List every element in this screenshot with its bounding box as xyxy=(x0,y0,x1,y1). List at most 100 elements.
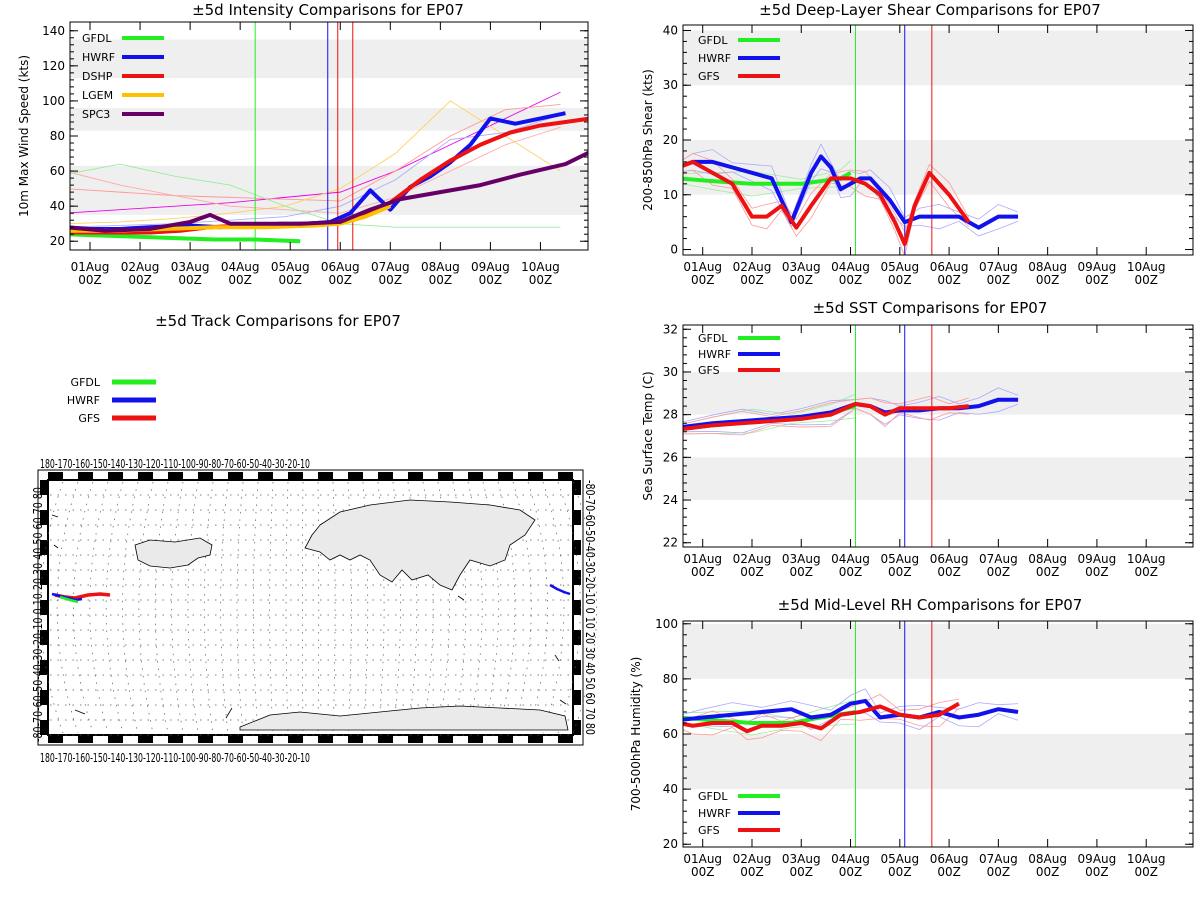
map-tick-left xyxy=(40,480,48,495)
shear-xtick-day: 07Aug xyxy=(979,260,1018,274)
shear-xtick-hour: 00Z xyxy=(790,273,814,287)
map-tick-top xyxy=(288,472,303,480)
shear-xtick-day: 02Aug xyxy=(733,260,772,274)
sst-xtick-hour: 00Z xyxy=(740,565,764,579)
sst-chart: ±5d SST Comparisons for EP07 22 24 26 28 30 32… xyxy=(641,299,1194,579)
map-tick-bottom xyxy=(438,735,453,743)
map-meridian xyxy=(236,481,244,734)
map-tick-bottom xyxy=(228,735,243,743)
shear-legend-gfdl: GFDL xyxy=(698,34,728,47)
shear-xtick-day: 06Aug xyxy=(930,260,969,274)
rh-xtick-hour: 00Z xyxy=(839,865,863,879)
track-gfdl-west xyxy=(59,595,79,604)
track-hwrf-west xyxy=(51,592,83,602)
map-tick-left xyxy=(40,660,48,675)
sst-band-0 xyxy=(683,457,1193,501)
map-meridian xyxy=(332,481,336,734)
map-tick-right xyxy=(573,690,581,705)
intensity-xtick-day: 07Aug xyxy=(371,260,410,274)
eurasia-land xyxy=(304,499,536,591)
rh-xtick-hour: 00Z xyxy=(1036,865,1060,879)
intensity-ytick-label: 60 xyxy=(50,164,65,178)
sst-legend-gfs: GFS xyxy=(698,364,720,377)
intensity-ytick-label: 80 xyxy=(50,129,65,143)
map-lat-labels-right: -80-70-60-50-40-30-20-10 0 10 20 30 40 5… xyxy=(583,480,597,735)
rh-xtick-day: 04Aug xyxy=(831,852,870,866)
sst-ytick-label: 30 xyxy=(663,365,678,379)
map-meridian xyxy=(252,481,259,734)
rh-legend-hwrf: HWRF xyxy=(698,807,731,820)
rh-ytick-label: 80 xyxy=(663,672,678,686)
map-tick-bottom xyxy=(258,735,273,743)
sst-xtick-day: 10Aug xyxy=(1127,552,1166,566)
rh-ensemble-gfs-0 xyxy=(683,707,960,742)
sst-xtick-hour: 00Z xyxy=(1134,565,1158,579)
map-meridian xyxy=(285,481,289,734)
intensity-xtick-hour: 00Z xyxy=(429,273,453,287)
sst-title: ±5d SST Comparisons for EP07 xyxy=(813,299,1048,317)
track-legend-gfs: GFS xyxy=(78,412,100,425)
shear-xtick-hour: 00Z xyxy=(1134,273,1158,287)
map-tick-left xyxy=(40,540,48,555)
shear-title: ±5d Deep-Layer Shear Comparisons for EP0… xyxy=(759,1,1101,19)
map-tick-top xyxy=(108,472,123,480)
map-tick-top xyxy=(438,472,453,480)
shear-legend-hwrf: HWRF xyxy=(698,52,731,65)
intensity-xtick-day: 05Aug xyxy=(271,260,310,274)
rh-ytick-label: 40 xyxy=(663,782,678,796)
map-tick-top xyxy=(138,472,153,480)
rh-ytick-label: 100 xyxy=(655,617,678,631)
shear-xtick-hour: 00Z xyxy=(1085,273,1109,287)
map-tick-top xyxy=(48,472,63,480)
shear-xtick-hour: 00Z xyxy=(839,273,863,287)
map-tick-bottom xyxy=(318,735,333,743)
rh-legend-gfdl: GFDL xyxy=(698,790,728,803)
map-meridian xyxy=(302,481,304,734)
rh-xtick-day: 09Aug xyxy=(1078,852,1117,866)
intensity-ensemble-line-1 xyxy=(70,103,561,202)
rh-ytick-label: 20 xyxy=(663,837,678,851)
sst-ytick-label: 22 xyxy=(663,536,678,550)
map-meridian xyxy=(317,481,320,734)
rh-series-gfs xyxy=(683,701,960,734)
sst-xtick-day: 08Aug xyxy=(1028,552,1067,566)
shear-ytick-label: 20 xyxy=(663,133,678,147)
rh-xtick-day: 01Aug xyxy=(683,852,722,866)
map-meridian xyxy=(542,481,565,734)
map-tick-left xyxy=(40,510,48,525)
track-legend-gfdl: GFDL xyxy=(71,376,101,389)
intensity-title: ±5d Intensity Comparisons for EP07 xyxy=(192,1,464,19)
rh-xtick-day: 10Aug xyxy=(1127,852,1166,866)
map-tick-top xyxy=(228,472,243,480)
rh-xtick-hour: 00Z xyxy=(937,865,961,879)
map-tick-right xyxy=(573,660,581,675)
shear-series-gfs xyxy=(683,159,971,247)
sst-ytick-label: 28 xyxy=(663,408,678,422)
intensity-band-0 xyxy=(70,165,588,215)
intensity-legend-dshp: DSHP xyxy=(82,70,113,83)
map-tick-top xyxy=(468,472,483,480)
intensity-ensemble-line-5 xyxy=(70,163,561,228)
map-tick-right xyxy=(573,510,581,525)
rh-xtick-hour: 00Z xyxy=(987,865,1011,879)
intensity-xtick-day: 09Aug xyxy=(471,260,510,274)
sst-ytick-label: 32 xyxy=(663,322,678,336)
sst-ensemble-hwrf-1 xyxy=(683,387,1019,423)
shear-xtick-day: 08Aug xyxy=(1028,260,1067,274)
intensity-legend-lgem: LGEM xyxy=(82,89,113,102)
map-tick-top xyxy=(498,472,513,480)
map-tick-top xyxy=(168,472,183,480)
intensity-ytick-label: 100 xyxy=(42,94,65,108)
rh-series-hwrf xyxy=(683,698,1019,722)
sst-xtick-hour: 00Z xyxy=(937,565,961,579)
sst-xtick-day: 03Aug xyxy=(782,552,821,566)
rh-xtick-hour: 00Z xyxy=(1085,865,1109,879)
intensity-xtick-hour: 00Z xyxy=(379,273,403,287)
map-tick-bottom xyxy=(348,735,363,743)
sst-series-gfs xyxy=(683,401,970,432)
north-america-land xyxy=(134,537,213,569)
sst-xtick-hour: 00Z xyxy=(1085,565,1109,579)
intensity-xtick-hour: 00Z xyxy=(479,273,503,287)
map-tick-bottom xyxy=(288,735,303,743)
rh-xtick-hour: 00Z xyxy=(1134,865,1158,879)
